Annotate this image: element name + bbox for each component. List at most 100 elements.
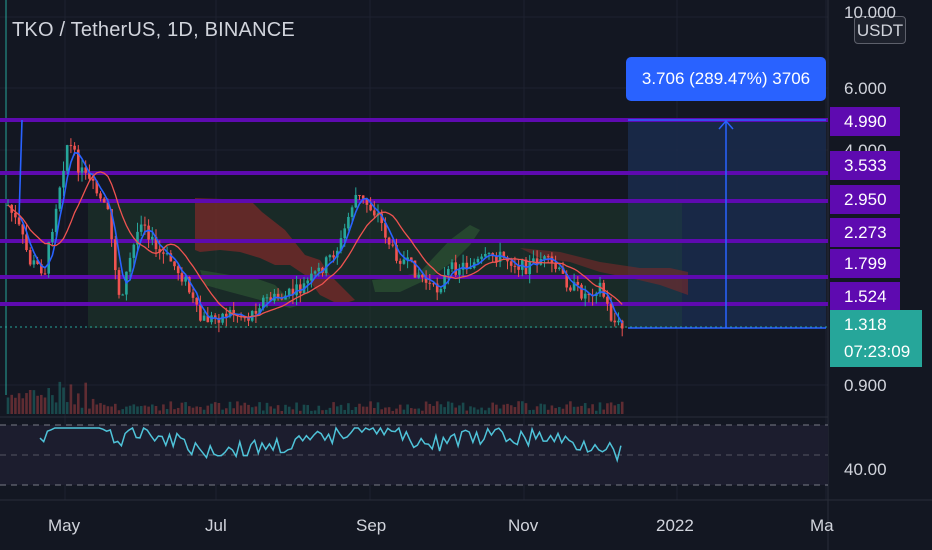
candle-body <box>47 242 50 274</box>
volume-bar <box>273 408 276 414</box>
volume-bar <box>121 409 124 414</box>
volume-bar <box>447 401 450 414</box>
volume-bar <box>521 401 524 414</box>
volume-bar <box>199 406 202 414</box>
volume-bar <box>162 404 165 414</box>
volume-bar <box>398 404 402 414</box>
volume-bar <box>276 405 280 414</box>
volume-bar <box>550 405 554 414</box>
candle-body <box>265 297 269 299</box>
candle-body <box>280 298 284 300</box>
candle-body <box>332 255 335 258</box>
time-tick: Nov <box>508 516 539 535</box>
volume-bar <box>6 397 10 414</box>
volume-bar <box>617 403 620 414</box>
volume-bar <box>188 406 191 414</box>
candle-body <box>114 239 117 271</box>
volume-bar <box>225 408 228 414</box>
volume-bar <box>302 404 306 414</box>
volume-bar <box>598 402 602 414</box>
candle-body <box>439 288 443 293</box>
volume-bar <box>365 406 369 414</box>
candle-body <box>517 266 520 270</box>
candle-body <box>69 145 73 147</box>
candle-body <box>269 297 272 301</box>
projection-label[interactable]: 3.706 (289.47%) 3706 <box>626 57 826 101</box>
volume-bar <box>62 387 65 414</box>
candle-body <box>25 234 28 251</box>
candle-body <box>232 309 235 315</box>
volume-bar <box>543 404 546 414</box>
candle-body <box>480 256 483 259</box>
candle-body <box>350 207 354 217</box>
candle-body <box>43 273 47 275</box>
volume-bar <box>491 402 494 414</box>
volume-bar <box>317 405 321 414</box>
volume-bar <box>402 409 406 414</box>
last-price: 1.318 <box>844 315 887 334</box>
candle-body <box>384 223 387 238</box>
candle-body <box>143 224 147 226</box>
volume-bar <box>524 403 528 414</box>
candle-body <box>535 258 539 265</box>
volume-bar <box>28 390 32 414</box>
candle-body <box>432 283 435 285</box>
volume-bar <box>506 403 509 414</box>
rsi-tick: 40.00 <box>844 460 887 479</box>
volume-bar <box>498 408 502 414</box>
candle-body <box>77 149 80 173</box>
volume-bar <box>465 410 469 414</box>
last-price-tag: 1.318 07:23:09 <box>830 310 922 367</box>
candle-body <box>151 236 154 240</box>
volume-bar <box>347 403 350 414</box>
volume-bar <box>406 404 409 414</box>
volume-bar <box>528 410 531 414</box>
volume-bar <box>350 409 354 414</box>
time-tick: Jul <box>205 516 227 535</box>
volume-bar <box>10 394 13 414</box>
volume-bar <box>191 407 195 414</box>
symbol-title[interactable]: TKO / TetherUS, 1D, BINANCE <box>12 19 295 41</box>
volume-bar <box>339 404 343 414</box>
candle-body <box>572 281 576 291</box>
candle-body <box>128 257 132 272</box>
volume-bars <box>6 381 624 414</box>
volume-bar <box>95 404 99 414</box>
range-box <box>88 200 628 328</box>
candle-body <box>380 213 383 224</box>
candle-body <box>14 212 17 218</box>
candle-body <box>484 253 487 257</box>
volume-bar <box>487 407 491 414</box>
volume-bar <box>591 404 594 414</box>
volume-bar <box>173 409 176 414</box>
candle-body <box>139 224 143 232</box>
volume-bar <box>151 404 154 414</box>
candle-body <box>199 304 202 321</box>
volume-bar <box>14 397 17 414</box>
candle-body <box>558 267 561 269</box>
candle-body <box>487 253 491 255</box>
candle-body <box>339 238 343 251</box>
candle-body <box>528 261 531 275</box>
volume-bar <box>321 410 324 414</box>
candle-body <box>365 198 369 205</box>
candle-body <box>91 178 95 181</box>
level-tag: 3.533 <box>830 151 900 180</box>
volume-bar <box>417 408 420 414</box>
volume-bar <box>258 402 261 414</box>
candle-body <box>258 308 261 314</box>
candle-body <box>228 309 232 317</box>
candle-body <box>162 252 165 254</box>
candle-body <box>347 216 350 229</box>
volume-bar <box>539 403 543 414</box>
currency-button[interactable]: USDT <box>854 16 906 44</box>
candle-body <box>569 287 572 291</box>
volume-bar <box>114 403 117 414</box>
volume-bar <box>77 393 80 414</box>
candle-body <box>546 256 550 258</box>
volume-bar <box>147 406 150 414</box>
volume-bar <box>210 403 213 414</box>
candle-body <box>495 256 498 262</box>
candle-body <box>598 282 602 294</box>
